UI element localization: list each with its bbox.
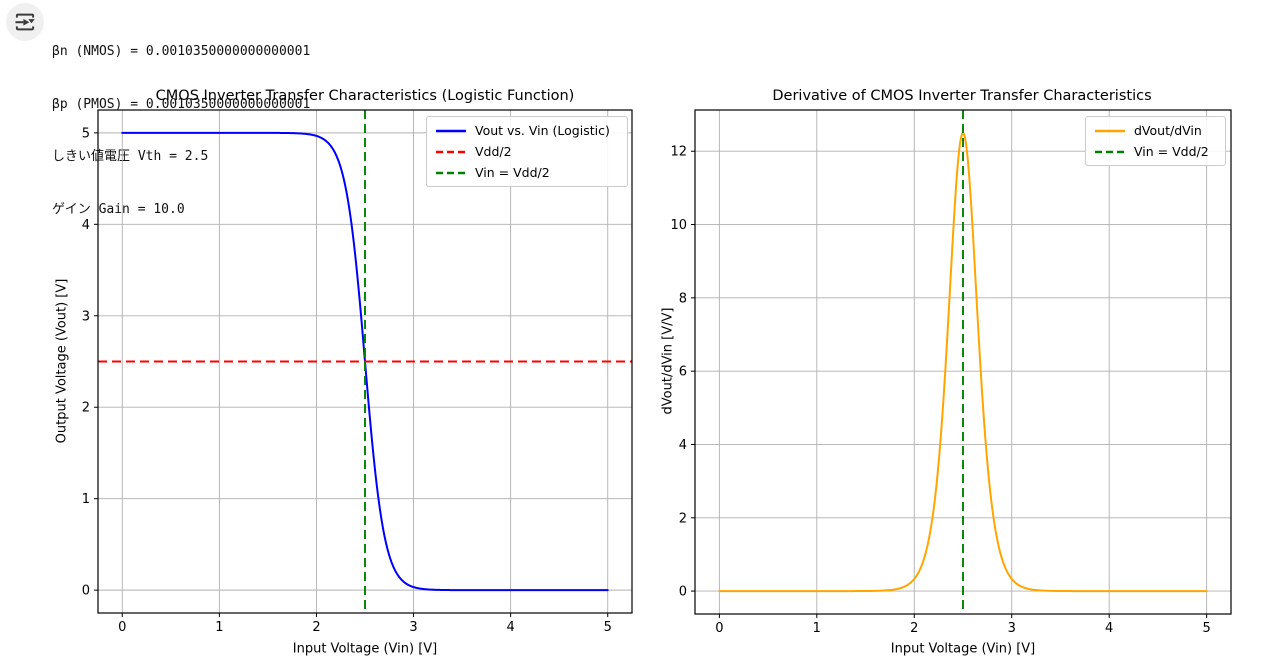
legend-line-sample (436, 129, 466, 132)
chart-legend: dVout/dVin Vin = Vdd/2 (1085, 116, 1226, 166)
cell-output-text: βn (NMOS) = 0.0010350000000000001 βp (PM… (52, 8, 310, 236)
y-tick-label: 0 (679, 585, 687, 600)
right-xaxis-label: Input Voltage (Vin) [V] (890, 641, 1036, 657)
right-yaxis-label: dVout/dVin [V/V] (660, 307, 676, 415)
x-tick-label: 1 (215, 620, 223, 635)
axes-spines (694, 109, 1232, 615)
y-tick-label: 5 (82, 126, 90, 141)
x-tick-label: 3 (1008, 621, 1016, 636)
y-tick-label: 4 (679, 438, 687, 453)
legend-item: Vin = Vdd/2 (1094, 141, 1217, 162)
y-tick-label: 12 (670, 145, 687, 160)
axes-spines (97, 109, 633, 614)
x-tick-label: 2 (312, 620, 320, 635)
right-chart-title: Derivative of CMOS Inverter Transfer Cha… (772, 88, 1152, 104)
y-tick-label: 0 (82, 584, 90, 599)
y-tick-label: 6 (679, 365, 687, 380)
run-cell-button[interactable] (6, 3, 44, 41)
x-tick-label: 2 (910, 621, 918, 636)
legend-label: Vin = Vdd/2 (1134, 144, 1209, 159)
x-tick-label: 4 (1105, 621, 1113, 636)
legend-item: Vin = Vdd/2 (435, 162, 619, 183)
x-tick-label: 4 (506, 620, 514, 635)
run-cell-icon (15, 13, 35, 31)
x-tick-label: 0 (715, 621, 723, 636)
param-line-beta-p: βp (PMOS) = 0.0010350000000000001 (52, 96, 311, 112)
left-chart-title: CMOS Inverter Transfer Characteristics (… (155, 88, 575, 104)
x-tick-label: 0 (118, 620, 126, 635)
legend-item: dVout/dVin (1094, 120, 1217, 141)
legend-item: Vdd/2 (435, 141, 619, 162)
legend-label: Vout vs. Vin (Logistic) (475, 123, 610, 138)
legend-label: dVout/dVin (1134, 123, 1202, 138)
x-tick-label: 5 (604, 620, 612, 635)
left-yaxis-label: Output Voltage (Vout) [V] (54, 278, 70, 444)
legend-line-sample (1095, 129, 1125, 132)
x-tick-label: 5 (1202, 621, 1210, 636)
y-tick-label: 1 (82, 492, 90, 507)
legend-label: Vin = Vdd/2 (475, 165, 550, 180)
y-tick-label: 4 (82, 218, 90, 233)
legend-line-sample (436, 150, 466, 153)
legend-line-sample (436, 171, 466, 174)
chart-legend: Vout vs. Vin (Logistic) Vdd/2 Vin = Vdd/2 (426, 116, 628, 187)
param-line-vth: しきい値電圧 Vth = 2.5 (52, 149, 209, 164)
legend-item: Vout vs. Vin (Logistic) (435, 120, 619, 141)
y-tick-label: 2 (679, 511, 687, 526)
y-tick-label: 10 (670, 218, 687, 233)
x-tick-label: 3 (409, 620, 417, 635)
param-line-beta-n: βn (NMOS) = 0.0010350000000000001 (52, 44, 311, 59)
x-tick-label: 1 (813, 621, 821, 636)
y-tick-label: 2 (82, 401, 90, 416)
legend-label: Vdd/2 (475, 144, 512, 159)
legend-line-sample (1095, 150, 1125, 153)
y-tick-label: 8 (679, 291, 687, 306)
y-tick-label: 3 (82, 309, 90, 324)
left-xaxis-label: Input Voltage (Vin) [V] (292, 641, 438, 657)
